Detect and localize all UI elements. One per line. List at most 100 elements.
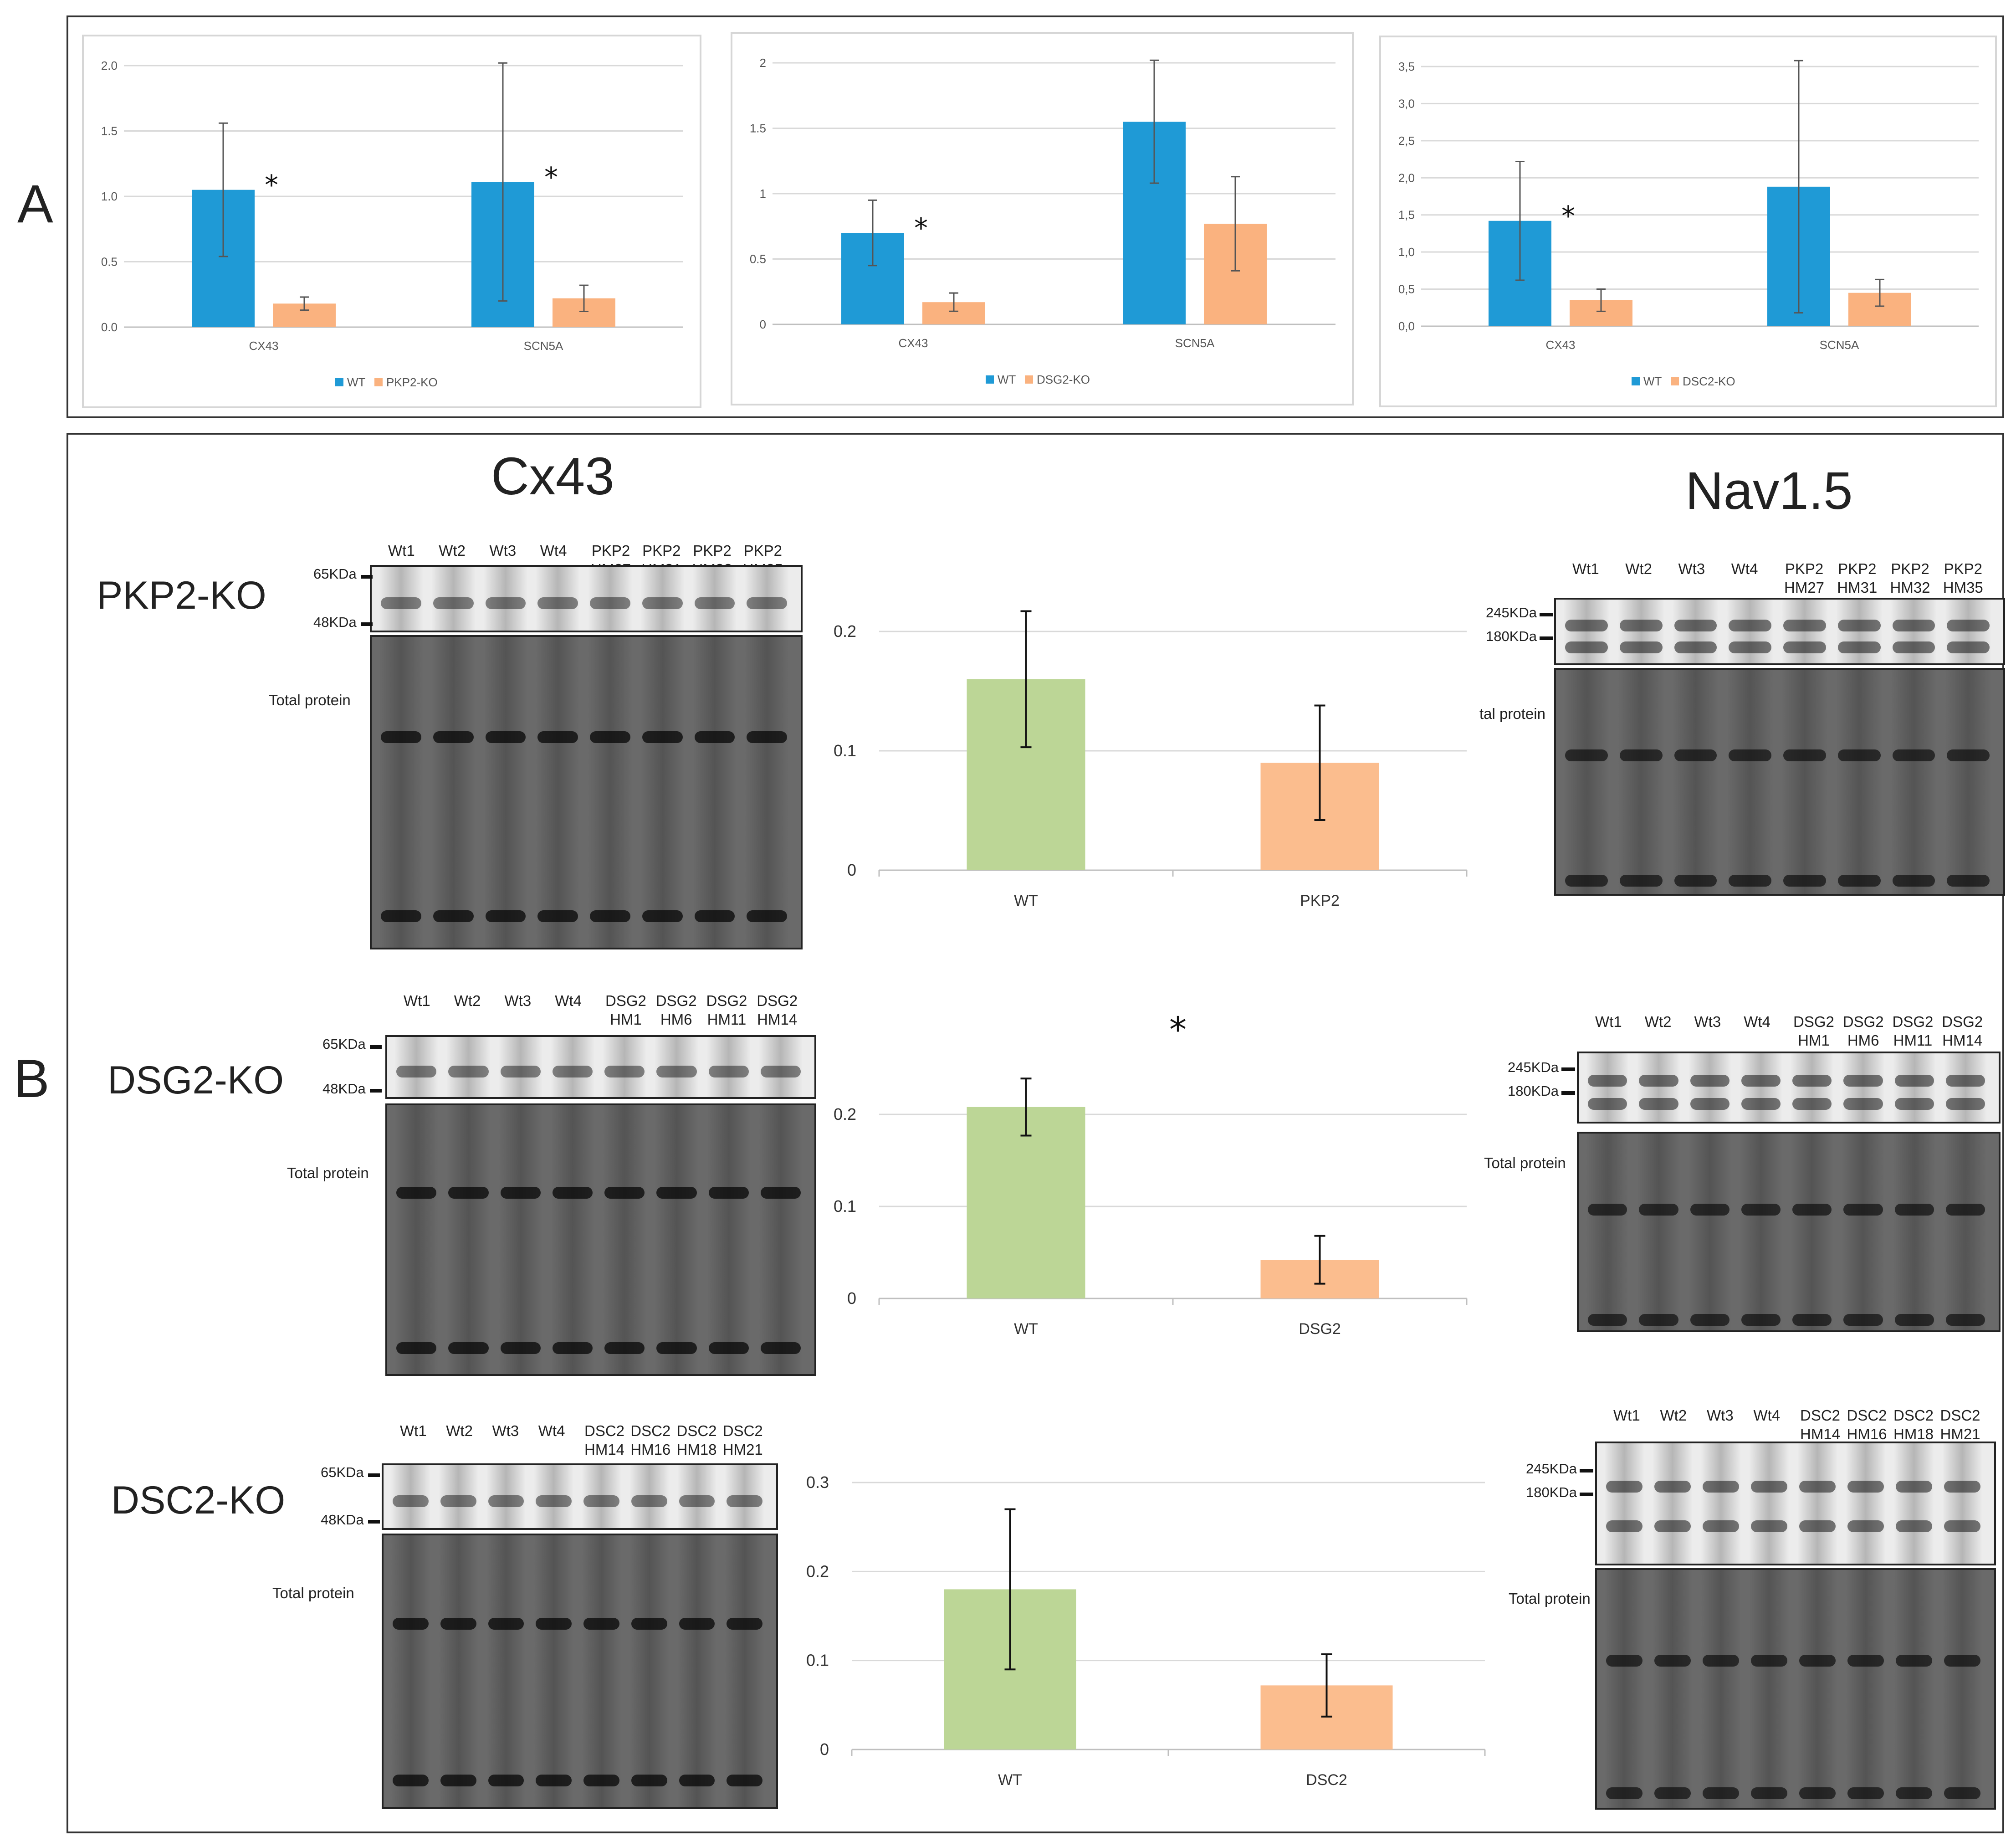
blot-band-mark [1751,1655,1787,1667]
lane-label: DSC2 HM21 [1940,1407,1980,1443]
blot-band-mark [1945,1204,1985,1216]
blot-band-mark [1894,1204,1934,1216]
blot-lane [1945,600,1991,663]
blot-band-mark [1947,875,1990,887]
blot-band-mark [1703,1481,1739,1493]
y-tick-label: 0.3 [806,1473,829,1492]
row-label-dsg2-ko: DSG2-KO [107,1058,284,1102]
blot-band-mark [604,1066,645,1077]
blot-band-mark [1837,620,1881,631]
blot-band-mark [1896,1481,1932,1493]
blot-lane [706,1037,751,1097]
kda-marker: 48KDa [313,614,357,630]
blot-band-mark [552,1066,593,1077]
blot-band-mark [760,1066,801,1077]
blot-lane [1893,1134,1936,1330]
blot-lane [1842,1053,1885,1122]
lane-label: DSC2 HM21 [722,1422,763,1458]
kda-tick [1580,1468,1593,1472]
blot-lane [1586,1134,1629,1330]
blot-band-mark [1674,875,1717,887]
blot-band-mark [1751,1787,1787,1799]
lane-label: DSC2 HM16 [1847,1407,1887,1443]
nav-total-protein-blot [1595,1568,1996,1810]
blot-band-mark [1751,1481,1787,1493]
blot-band-mark [1588,1075,1627,1087]
panel-b-frame [67,433,2004,1833]
nav-band-blot [1595,1442,1996,1565]
kda-marker: 65KDa [322,1036,366,1052]
y-tick-label: 2.0 [101,59,118,72]
lane-label: Wt2 [446,1422,473,1439]
blot-lane [582,1535,621,1807]
cx43-band-blot [382,1463,778,1530]
blot-band-mark [381,731,421,743]
blot-band-mark [537,597,578,609]
blot-band-mark [1588,1204,1627,1216]
lane-label: DSG2 HM11 [706,992,747,1028]
blot-band-mark [537,731,578,743]
kda-marker: 65KDa [321,1464,364,1480]
lane-label: PKP2 HM31 [1837,560,1878,596]
nav-total-protein-blot [1577,1132,2001,1332]
blot-band-mark [1741,1204,1781,1216]
nav15-column-title: Nav1.5 [1685,461,1853,520]
blot-band-mark [1892,875,1935,887]
blot-band-mark [1639,1314,1678,1326]
kda-marker: 48KDa [322,1081,366,1097]
y-tick-label: 2,0 [1398,171,1415,185]
blot-band-mark [642,731,683,743]
kda-tick [370,1089,382,1093]
y-tick-label: 2,5 [1398,134,1415,148]
blot-band-mark [1565,875,1608,887]
blot-lane [1617,670,1664,894]
blot-lane [692,637,737,948]
blot-lane [1893,1053,1936,1122]
blot-band-mark [1654,1520,1691,1532]
legend-swatch [1671,377,1679,385]
total-protein-label: Total protein [272,1585,354,1601]
blot-lane [379,567,423,631]
cx43-total-protein-blot [382,1534,778,1809]
blot-band-mark [1690,1075,1729,1087]
blot-lane [1727,670,1773,894]
lane-label: PKP2 HM35 [1943,560,1983,596]
blot-band-mark [656,1342,697,1354]
lane-label: DSC2 HM18 [676,1422,717,1458]
blot-band-mark [1799,1787,1836,1799]
y-tick-label: 0 [760,318,766,331]
lane-label: Wt2 [1660,1407,1687,1424]
cx43-total-protein-blot [370,635,803,949]
total-protein-label: Total protein [1484,1154,1566,1171]
kda-marker: 245KDa [1526,1460,1577,1477]
cx43-total-protein-blot [385,1103,816,1376]
blot-band-mark [1741,1314,1781,1326]
blot-lane [550,1037,594,1097]
blot-lane [725,1465,764,1528]
panel-a-chart-1: 0.0 0.5 1.0 1.5 2.0 CX43 * SCN5A * WT PKP2-KO [82,35,701,408]
blot-band-mark [485,731,526,743]
blot-lane [1791,1053,1834,1122]
blot-band-mark [393,1495,429,1507]
blot-band-mark [488,1775,524,1786]
category-label: SCN5A [1820,338,1859,352]
blot-band-mark [1654,1481,1691,1493]
blot-band-mark [1729,749,1771,761]
blot-band-mark [1654,1787,1691,1799]
blot-lane [1836,600,1883,663]
blot-band-mark [590,731,630,743]
lane-label: DSG2 HM14 [1942,1013,1983,1049]
panel-b-label: B [14,1049,50,1109]
blot-band-mark [1843,1314,1883,1326]
blot-band-mark [1565,641,1608,653]
blot-band-mark [500,1342,541,1354]
lane-label: Wt4 [1731,560,1758,577]
kda-marker: 48KDa [321,1512,364,1528]
blot-lane [1846,1570,1886,1808]
blot-band-mark [590,910,630,922]
blot-band-mark [760,1187,801,1199]
blot-band-mark [381,910,421,922]
blot-band-mark [1741,1098,1781,1110]
blot-lane [446,1105,491,1374]
blot-band-mark [485,597,526,609]
